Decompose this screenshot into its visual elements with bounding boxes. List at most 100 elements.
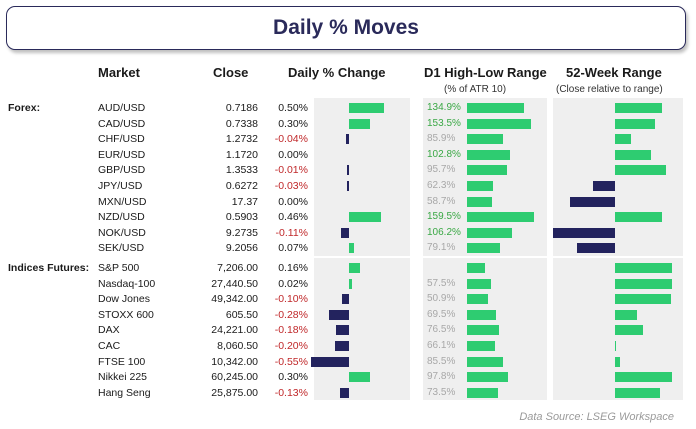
market-name: AUD/USD bbox=[98, 102, 146, 114]
close-value: 1.3533 bbox=[225, 164, 258, 177]
range-bar bbox=[467, 278, 492, 289]
change-value: 0.30% bbox=[278, 117, 308, 130]
close-value: 0.6272 bbox=[225, 180, 258, 192]
change-value: -0.03% bbox=[274, 180, 308, 192]
change-value: -0.18% bbox=[274, 324, 308, 337]
range-label: 159.5% bbox=[427, 211, 461, 223]
range-bar bbox=[467, 341, 495, 351]
range-label: 85.5% bbox=[427, 355, 456, 367]
market-name: DAX bbox=[98, 324, 120, 337]
range-label: 102.8% bbox=[427, 148, 461, 160]
daily-bar bbox=[349, 278, 352, 289]
header-range: D1 High-Low Range bbox=[424, 65, 547, 80]
daily-bar bbox=[346, 181, 349, 191]
daily-bar bbox=[342, 294, 349, 305]
market-name: STOXX 600 bbox=[98, 308, 154, 321]
header-52week-sub: (Close relative to range) bbox=[556, 84, 663, 95]
daily-bar bbox=[349, 243, 354, 254]
close-value: 9.2735 bbox=[225, 226, 258, 239]
close-value: 8,060.50 bbox=[217, 340, 258, 352]
close-value: 60,245.00 bbox=[211, 371, 258, 384]
change-value: -0.04% bbox=[274, 133, 308, 146]
range-label: 62.3% bbox=[427, 180, 456, 191]
range-bar bbox=[467, 263, 486, 273]
range-label: 97.8% bbox=[427, 371, 456, 383]
group-label: Indices Futures: bbox=[8, 262, 90, 274]
range-bar bbox=[467, 212, 534, 223]
week52-bar bbox=[615, 309, 637, 320]
chart-title: Daily % Moves bbox=[273, 16, 419, 39]
close-value: 605.50 bbox=[225, 308, 258, 321]
week52-bar bbox=[615, 341, 617, 351]
daily-bar bbox=[339, 387, 349, 398]
range-label: 57.5% bbox=[427, 277, 456, 289]
range-label: 50.9% bbox=[427, 293, 456, 305]
range-bar bbox=[467, 372, 509, 383]
week52-bar bbox=[570, 196, 615, 207]
close-value: 24,221.00 bbox=[211, 324, 258, 337]
range-label: 134.9% bbox=[427, 102, 461, 113]
data-source: Data Source: LSEG Workspace bbox=[519, 411, 674, 423]
change-value: 0.30% bbox=[278, 371, 308, 384]
week52-bar bbox=[553, 227, 615, 238]
daily-bar bbox=[349, 263, 361, 273]
close-value: 7,206.00 bbox=[217, 262, 258, 274]
market-name: Nasdaq-100 bbox=[98, 277, 156, 290]
market-name: Nikkei 225 bbox=[98, 371, 148, 384]
week52-bar bbox=[576, 243, 615, 254]
daily-bar bbox=[349, 372, 370, 383]
header-daily-change: Daily % Change bbox=[288, 65, 386, 80]
title-box: Daily % Moves bbox=[6, 6, 686, 50]
market-name: MXN/USD bbox=[98, 195, 147, 208]
change-value: -0.01% bbox=[274, 164, 308, 177]
close-value: 25,875.00 bbox=[211, 386, 258, 399]
change-value: -0.20% bbox=[274, 340, 308, 352]
daily-bar bbox=[335, 341, 349, 351]
range-bar bbox=[467, 356, 503, 367]
range-bar bbox=[467, 325, 500, 336]
week52-bar bbox=[615, 118, 656, 129]
market-name: GBP/USD bbox=[98, 164, 146, 177]
week52-bar bbox=[615, 134, 631, 145]
close-value: 1.2732 bbox=[225, 133, 258, 146]
daily-bar bbox=[329, 309, 349, 320]
range-label: 73.5% bbox=[427, 386, 456, 398]
range-bar bbox=[467, 227, 512, 238]
change-value: 0.46% bbox=[278, 211, 308, 224]
week52-bar bbox=[615, 149, 651, 160]
close-value: 1.1720 bbox=[225, 148, 258, 161]
group-label: Forex: bbox=[8, 102, 41, 114]
header-market: Market bbox=[98, 65, 140, 80]
range-label: 95.7% bbox=[427, 164, 456, 176]
week52-bar bbox=[615, 372, 673, 383]
close-value: 49,342.00 bbox=[211, 293, 258, 306]
change-value: -0.13% bbox=[274, 386, 308, 399]
range-label: 66.1% bbox=[427, 340, 456, 351]
week52-bar bbox=[615, 278, 673, 289]
week52-bar bbox=[615, 263, 673, 273]
market-name: Dow Jones bbox=[98, 293, 150, 306]
range-bar bbox=[467, 181, 494, 191]
close-value: 0.7186 bbox=[225, 102, 258, 114]
close-value: 17.37 bbox=[231, 195, 258, 208]
daily-bar bbox=[346, 134, 349, 145]
change-value: 0.00% bbox=[278, 195, 308, 208]
change-value: 0.50% bbox=[278, 102, 308, 114]
range-label: 69.5% bbox=[427, 308, 456, 320]
range-label: 58.7% bbox=[427, 195, 456, 207]
range-label: 76.5% bbox=[427, 324, 456, 336]
range-label: 79.1% bbox=[427, 242, 456, 254]
range-bar bbox=[467, 243, 501, 254]
range-bar bbox=[467, 149, 511, 160]
range-bar bbox=[467, 134, 504, 145]
change-value: 0.02% bbox=[278, 277, 308, 290]
week52-bar bbox=[593, 181, 615, 191]
range-bar bbox=[467, 165, 508, 176]
change-value: 0.07% bbox=[278, 242, 308, 255]
change-value: -0.11% bbox=[275, 226, 309, 239]
market-name: Hang Seng bbox=[98, 386, 151, 399]
market-name: S&P 500 bbox=[98, 262, 140, 274]
range-bar bbox=[467, 118, 532, 129]
range-bar bbox=[467, 387, 498, 398]
daily-bar bbox=[346, 165, 349, 176]
